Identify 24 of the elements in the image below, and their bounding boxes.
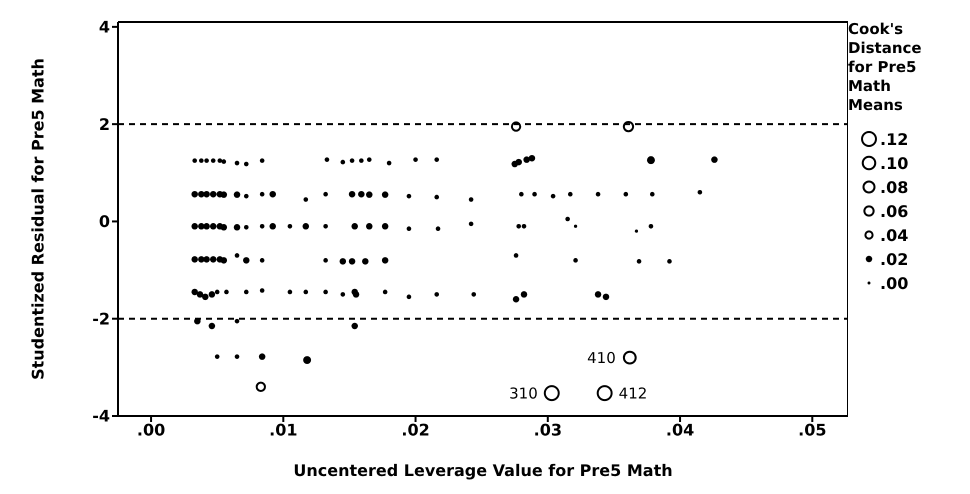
x-tick-label: .02 [401, 420, 430, 440]
x-tick-label: .00 [136, 420, 166, 440]
legend-label: .10 [880, 154, 908, 172]
annotation: 412 [618, 384, 648, 402]
x-tick-label: .05 [798, 420, 826, 440]
legend-label: .04 [880, 226, 908, 244]
legend-label: .00 [880, 274, 908, 292]
y-tick-label: 0 [98, 212, 110, 232]
y-axis-title: Studentized Residual for Pre5 Math [28, 58, 48, 380]
legend-label: .08 [880, 178, 908, 196]
annotation: 310 [509, 384, 538, 402]
y-tick-label: -4 [92, 406, 110, 426]
x-tick-label: .03 [534, 420, 562, 440]
legend-title: Cook's Distance for Pre5 Math Means [848, 20, 923, 115]
legend-label: .06 [880, 202, 908, 220]
legend-label: .12 [880, 130, 908, 148]
x-tick-label: .04 [666, 420, 694, 440]
y-tick-label: -2 [92, 309, 110, 328]
annotation: 410 [587, 348, 616, 367]
y-tick-label: 4 [98, 18, 110, 37]
x-tick-label: .01 [269, 420, 298, 440]
y-tick-label: 2 [98, 114, 110, 134]
legend-label: .02 [880, 250, 908, 268]
x-axis-title: Uncentered Leverage Value for Pre5 Math [293, 461, 673, 480]
